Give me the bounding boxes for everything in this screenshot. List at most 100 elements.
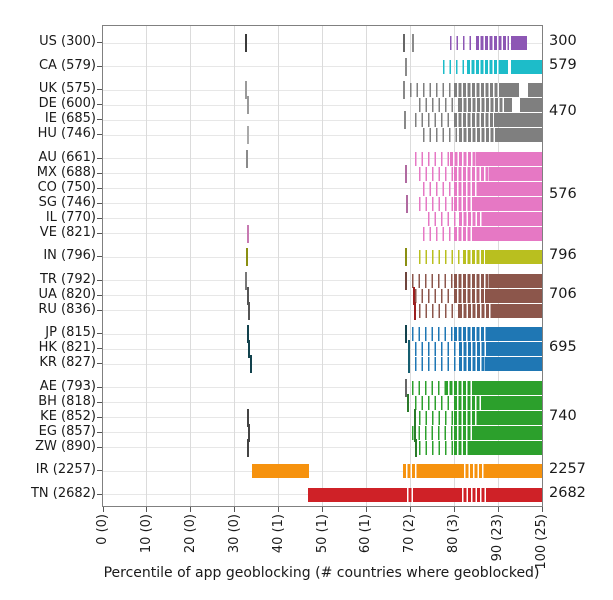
bar-segment [493,113,542,127]
bar-segment [454,395,481,410]
bar-segment [478,181,542,196]
y-tick-mark [97,470,102,471]
bar-segment [511,36,527,50]
bar-segment [491,303,542,318]
y-tick-label-tn: TN (2682) [30,485,96,501]
bar-segment [500,59,542,74]
y-tick-mark [97,309,102,311]
y-tick-mark [97,386,102,388]
bar-segment [471,425,542,440]
bar-segment [419,196,455,211]
row-track-ua [103,286,542,305]
rug-tick [404,378,407,397]
bar-segment [414,113,455,127]
bar-segment [403,487,415,502]
y-tick-label-mx: MX (688) [36,164,96,180]
rug-tick [404,164,407,183]
bar-gap [519,83,528,97]
rug-tick [406,194,409,213]
y-tick-label-in: IN (796) [43,248,96,263]
y-tick-mark [97,333,102,334]
row-track-ae [103,378,542,397]
bar-segment [419,166,455,181]
bar-segment [414,342,459,356]
bar-segment [423,226,455,241]
plot-area [102,25,543,507]
bar-segment [423,128,459,142]
y-tick-mark [97,279,102,281]
rug-tick [414,438,417,457]
y-tick-mark [97,65,102,67]
bar-segment [252,464,310,478]
group-total-ca: 579 [549,56,577,73]
bar-segment [419,410,455,425]
bar-gap [507,59,511,74]
rug-tick [245,248,248,266]
row-track-ve [103,224,542,243]
bar-segment [476,36,510,50]
y-tick-label-kr: KR (827) [39,355,96,370]
bar-segment [484,357,542,371]
bar-segment [445,380,474,395]
bar-segment [487,327,542,341]
row-track-eg [103,423,542,442]
y-tick-mark [97,294,102,296]
y-tick-mark [97,348,102,349]
bar-segment [414,395,455,410]
row-track-ca [103,57,542,76]
group-total-eu: 470 [549,102,577,119]
x-tick-mark [409,507,411,512]
y-tick-mark [97,202,102,204]
group-total-mea: 740 [549,407,577,424]
gridline-vertical [365,26,367,506]
y-tick-label-ru: RU (836) [38,301,96,317]
rug-tick [248,340,251,358]
rug-tick [246,224,249,243]
bar-segment [498,128,542,142]
y-tick-mark [97,134,102,135]
rug-tick [402,34,405,52]
bar-segment [480,395,542,410]
y-tick-label-hk: HK (821) [38,340,96,355]
rug-tick [246,126,249,144]
y-tick-mark [97,363,102,364]
y-tick-mark [97,217,102,219]
row-track-ie [103,111,542,129]
bar-segment [427,211,459,226]
bar-segment [419,303,459,318]
rug-tick [413,423,416,442]
x-tick-label: 0 (0) [95,514,110,545]
x-axis-title: Percentile of app geoblocking (# countri… [103,565,540,581]
bar-segment [419,440,455,455]
group-total-tn: 2682 [549,484,586,501]
y-tick-label-ke: KE (852) [40,408,96,424]
y-tick-mark [97,187,102,189]
bar-segment [484,464,542,478]
rug-tick [244,34,247,52]
y-tick-label-ca: CA (579) [38,57,96,73]
bar-segment [412,380,446,395]
bar-segment [454,166,490,181]
bar-segment [473,380,542,395]
x-tick-label: 90 (23) [490,514,506,562]
bar-segment [460,464,485,478]
rug-tick [246,408,249,427]
rug-tick [411,34,414,52]
y-tick-mark [97,119,102,120]
bar-segment [412,327,455,341]
rug-tick [248,301,251,320]
row-track-in [103,248,542,266]
rug-tick [249,355,252,373]
bar-segment [454,226,472,241]
group-total-easia: 695 [549,339,577,355]
row-track-ru [103,301,542,320]
y-tick-label-jp: JP (815) [45,325,96,340]
bar-segment [419,98,459,112]
bar-segment [484,288,542,303]
bar-segment [467,59,501,74]
bar-segment [476,151,542,166]
bar-segment [454,181,479,196]
y-tick-label-bh: BH (818) [38,393,96,409]
rug-tick [407,355,410,373]
